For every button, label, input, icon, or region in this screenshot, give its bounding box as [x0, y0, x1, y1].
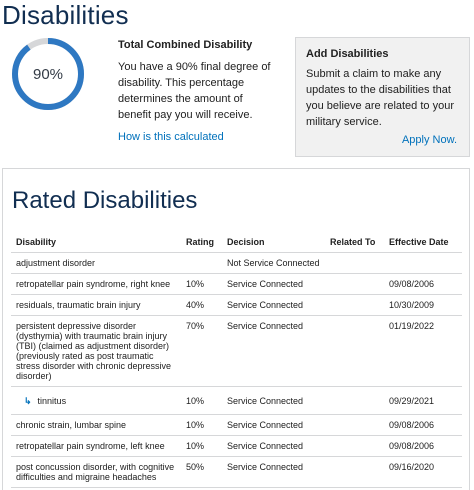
cell-effective-date: 09/08/2006: [384, 273, 462, 295]
cell-rating: 10%: [181, 273, 222, 295]
cell-related-to: [325, 315, 384, 387]
header-disability: Disability: [11, 232, 181, 253]
cell-rating: 50%: [181, 456, 222, 488]
page-title: Disabilities: [2, 0, 129, 30]
cell-disability: residuals, traumatic brain injury: [11, 294, 181, 316]
rated-disabilities-title: Rated Disabilities: [12, 187, 198, 214]
combined-rating-panel: Total Combined Disability You have a 90%…: [118, 39, 278, 143]
cell-decision: Service Connected: [222, 414, 325, 436]
table-row: chronic strain, lumbar spine 10% Service…: [11, 414, 462, 436]
cell-decision: Service Connected: [222, 294, 325, 316]
header-effective-date: Effective Date: [384, 232, 462, 253]
table-row: persistent depressive disorder (dysthymi…: [11, 315, 462, 387]
table-row: retropatellar pain syndrome, left knee 1…: [11, 435, 462, 457]
cell-rating: 70%: [181, 315, 222, 387]
rated-disabilities-table: Disability Rating Decision Related To Ef…: [11, 232, 462, 488]
cell-decision: Service Connected: [222, 435, 325, 457]
apply-now-link[interactable]: Apply Now.: [401, 134, 457, 146]
cell-decision: Service Connected: [222, 273, 325, 295]
combined-rating-percent: 90%: [32, 65, 64, 83]
cell-rating: 40%: [181, 294, 222, 316]
cell-disability: retropatellar pain syndrome, right knee: [11, 273, 181, 295]
cell-decision: Not Service Connected: [222, 252, 325, 274]
cell-related-to: [325, 273, 384, 295]
cell-effective-date: 09/29/2021: [384, 386, 462, 415]
cell-disability: adjustment disorder: [11, 252, 181, 274]
add-disabilities-text: Submit a claim to make any updates to th…: [306, 68, 454, 128]
add-disabilities-title: Add Disabilities: [306, 48, 389, 60]
cell-disability: ↳ tinnitus: [11, 386, 181, 415]
table-row-sub-item: ↳ tinnitus 10% Service Connected 09/29/20…: [11, 386, 462, 415]
cell-related-to: [325, 386, 384, 415]
cell-rating: 10%: [181, 435, 222, 457]
how-calculated-link[interactable]: How is this calculated: [118, 131, 224, 143]
cell-related-to: [325, 414, 384, 436]
combined-rating-description: You have a 90% final degree of disabilit…: [118, 61, 271, 121]
cell-effective-date: 09/08/2006: [384, 435, 462, 457]
cell-disability: chronic strain, lumbar spine: [11, 414, 181, 436]
cell-disability: post concussion disorder, with cognitive…: [11, 456, 181, 488]
add-disabilities-card: Add Disabilities Submit a claim to make …: [295, 37, 470, 157]
cell-decision: Service Connected: [222, 386, 325, 415]
cell-disability: persistent depressive disorder (dysthymi…: [11, 315, 181, 387]
combined-rating-donut: [12, 38, 84, 110]
header-decision: Decision: [222, 232, 325, 253]
header-rating: Rating: [181, 232, 222, 253]
cell-related-to: [325, 294, 384, 316]
cell-decision: Service Connected: [222, 456, 325, 488]
cell-rating: 10%: [181, 386, 222, 415]
cell-related-to: [325, 456, 384, 488]
sub-item-label: tinnitus: [37, 395, 67, 406]
cell-decision: Service Connected: [222, 315, 325, 387]
sub-item-arrow-icon: ↳: [24, 395, 32, 406]
donut-progress-arc: [12, 38, 84, 110]
combined-rating-heading: Total Combined Disability: [118, 39, 253, 51]
cell-related-to: [325, 252, 384, 274]
cell-related-to: [325, 435, 384, 457]
cell-rating: 10%: [181, 414, 222, 436]
header-related-to: Related To: [325, 232, 384, 253]
table-row: retropatellar pain syndrome, right knee …: [11, 273, 462, 295]
table-header-row: Disability Rating Decision Related To Ef…: [11, 232, 462, 253]
table-row: post concussion disorder, with cognitive…: [11, 456, 462, 488]
cell-effective-date: 10/30/2009: [384, 294, 462, 316]
table-row: residuals, traumatic brain injury 40% Se…: [11, 294, 462, 316]
cell-effective-date: 09/08/2006: [384, 414, 462, 436]
rated-disabilities-card: Rated Disabilities Disability Rating Dec…: [2, 168, 470, 490]
table-row: adjustment disorder Not Service Connecte…: [11, 252, 462, 274]
cell-disability: retropatellar pain syndrome, left knee: [11, 435, 181, 457]
cell-effective-date: 01/19/2022: [384, 315, 462, 387]
cell-effective-date: [384, 252, 462, 274]
cell-rating: [181, 252, 222, 274]
cell-effective-date: 09/16/2020: [384, 456, 462, 488]
